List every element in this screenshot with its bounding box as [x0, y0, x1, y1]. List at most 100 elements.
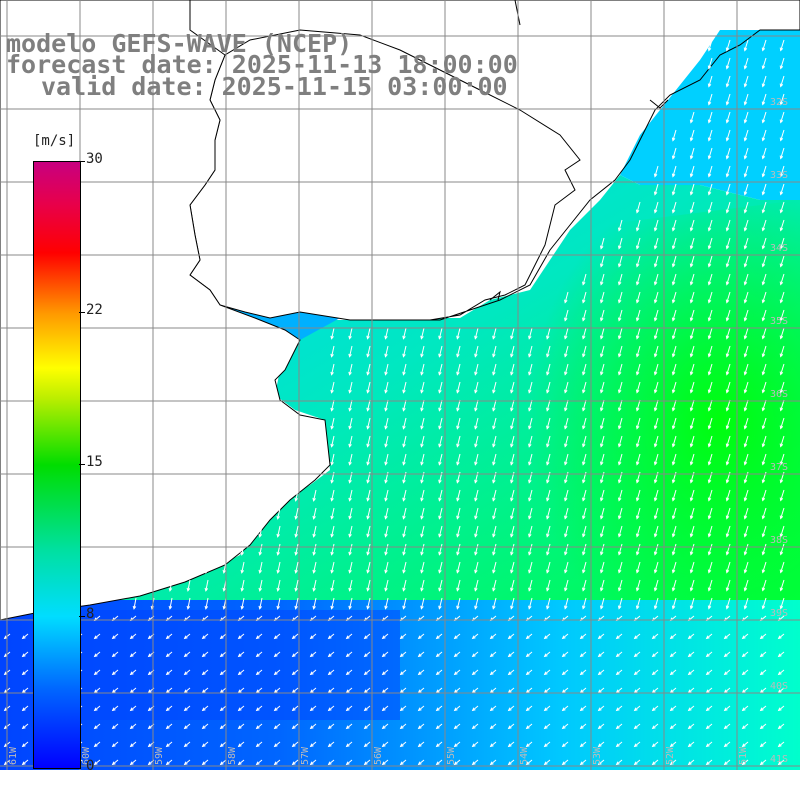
wind-arrow	[528, 381, 533, 393]
wind-arrow	[402, 417, 407, 429]
wind-arrow-head	[363, 689, 368, 694]
wind-arrow	[526, 651, 533, 657]
wind-arrow	[454, 651, 461, 657]
wind-arrow-head	[222, 569, 227, 574]
wind-arrow	[618, 291, 623, 303]
wind-arrow-head	[615, 635, 620, 640]
wind-arrow-head	[779, 389, 784, 394]
wind-arrow-head	[707, 551, 712, 556]
wind-arrow-head	[510, 371, 514, 376]
wind-arrow-head	[707, 245, 712, 250]
wind-arrow	[274, 705, 281, 711]
latitude-label: 32S	[770, 97, 788, 108]
wind-arrow	[292, 687, 299, 693]
wind-arrow-head	[725, 587, 730, 592]
wind-arrow-head	[707, 191, 712, 196]
wind-arrow	[780, 417, 785, 429]
wind-arrow-head	[759, 635, 764, 640]
wind-arrow-head	[561, 689, 566, 694]
wind-arrow-head	[615, 689, 620, 694]
wind-arrow-head	[546, 461, 550, 466]
wind-arrow	[400, 741, 407, 747]
wind-arrow	[690, 345, 695, 357]
colorbar-tick-label: 15	[86, 454, 103, 470]
wind-arrow-head	[528, 605, 532, 610]
wind-arrow-head	[546, 587, 550, 592]
wind-arrow-head	[633, 707, 638, 712]
wind-arrow	[654, 309, 659, 321]
wind-arrow-head	[741, 653, 746, 658]
wind-arrow-head	[761, 353, 766, 358]
wind-arrow	[364, 759, 371, 765]
wind-arrow-head	[456, 461, 460, 466]
wind-arrow-head	[402, 443, 406, 448]
wind-arrow-head	[651, 635, 656, 640]
wind-arrow	[456, 525, 461, 537]
wind-arrow	[760, 633, 767, 639]
wind-arrow-head	[363, 635, 368, 640]
wind-arrow-head	[111, 689, 116, 694]
wind-arrow-head	[456, 443, 460, 448]
wind-arrow	[780, 345, 785, 357]
wind-arrow-head	[453, 653, 458, 658]
wind-arrow	[508, 669, 515, 675]
wind-arrow	[526, 687, 533, 693]
wind-arrow-head	[653, 407, 658, 412]
wind-arrow-head	[633, 743, 638, 748]
wind-arrow	[474, 381, 479, 393]
wind-arrow	[544, 633, 551, 639]
wind-arrow	[744, 543, 749, 555]
wind-arrow-head	[528, 371, 532, 376]
wind-arrow-head	[599, 497, 604, 502]
wind-arrow	[436, 669, 443, 675]
wind-arrow-head	[474, 605, 478, 610]
wind-arrow-head	[330, 479, 334, 484]
wind-arrow	[582, 345, 587, 357]
wind-arrow-head	[689, 479, 694, 484]
wind-arrow	[492, 363, 497, 375]
wind-arrow-head	[438, 551, 442, 556]
wind-arrow-head	[633, 653, 638, 658]
wind-arrow-head	[759, 653, 764, 658]
wind-arrow-head	[165, 671, 170, 676]
wind-arrow-head	[456, 479, 460, 484]
wind-arrow	[600, 489, 605, 501]
wind-arrow	[616, 651, 623, 657]
wind-arrow-head	[402, 425, 406, 430]
wind-arrow	[744, 201, 749, 213]
wind-arrow	[562, 687, 569, 693]
wind-arrow	[364, 633, 371, 639]
wind-arrow-head	[507, 689, 512, 694]
wind-arrow	[672, 237, 677, 249]
wind-arrow-head	[761, 587, 766, 592]
wind-arrow-head	[474, 497, 478, 502]
wind-arrow-head	[546, 569, 550, 574]
wind-arrow	[454, 705, 461, 711]
wind-arrow	[564, 345, 569, 357]
wind-arrow-head	[779, 155, 784, 160]
wind-arrow-head	[492, 605, 496, 610]
wind-arrow-head	[438, 497, 442, 502]
wind-arrow	[331, 543, 335, 555]
wind-arrow	[690, 543, 695, 555]
wind-arrow	[364, 723, 371, 729]
wind-arrow-head	[705, 689, 710, 694]
wind-arrow-head	[653, 317, 658, 322]
wind-arrow	[654, 255, 659, 267]
wind-arrow-head	[707, 569, 712, 574]
wind-arrow	[726, 489, 731, 501]
wind-arrow	[726, 255, 731, 267]
wind-arrow	[616, 759, 623, 765]
wind-arrow-head	[312, 497, 316, 502]
wind-arrow-head	[510, 479, 514, 484]
wind-arrow	[688, 651, 695, 657]
wind-arrow-head	[345, 689, 350, 694]
wind-arrow-head	[186, 587, 191, 592]
wind-arrow-head	[597, 635, 602, 640]
wind-arrow-head	[222, 551, 227, 556]
wind-arrow	[310, 669, 317, 675]
wind-arrow-head	[492, 443, 496, 448]
wind-arrow	[744, 417, 749, 429]
wind-arrow-head	[743, 551, 748, 556]
wind-arrow	[492, 327, 497, 339]
